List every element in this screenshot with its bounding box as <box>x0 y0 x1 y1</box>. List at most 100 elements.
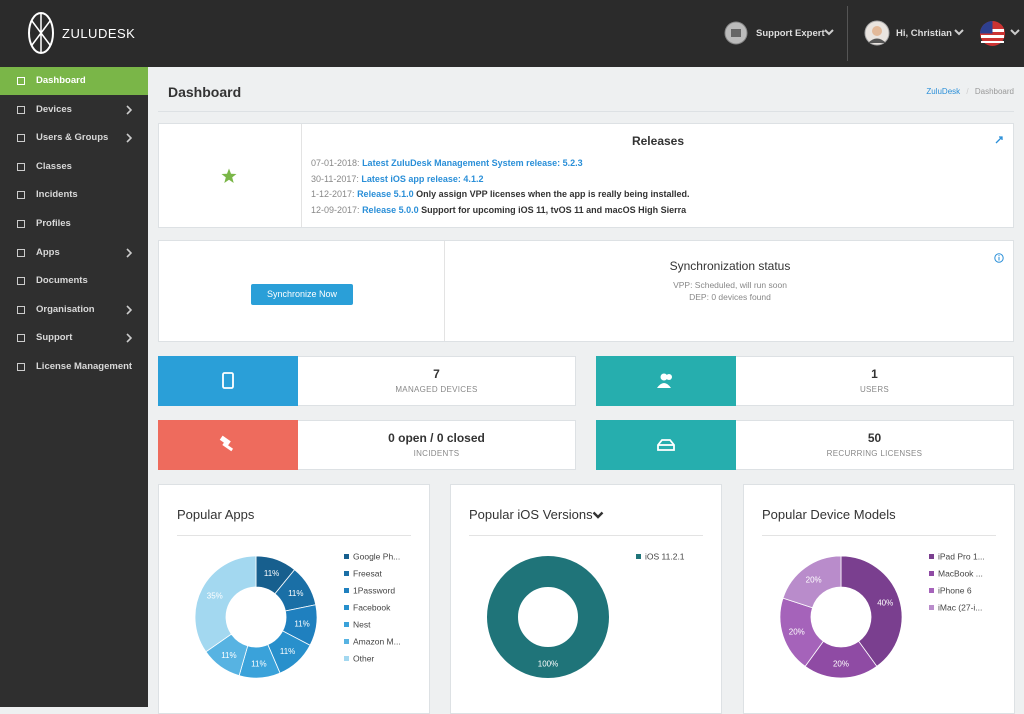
nav-icon <box>17 277 25 286</box>
release-text: Support for upcoming iOS 11, tvOS 11 and… <box>421 205 687 216</box>
release-link[interactable]: Release 5.1.0 <box>357 189 414 200</box>
stat-card: 0 open / 0 closed INCIDENTS <box>158 420 576 470</box>
nav-icon <box>17 220 25 228</box>
divider <box>301 124 302 227</box>
sync-title: Synchronization status <box>669 259 791 273</box>
dropdown-chevron[interactable] <box>592 511 604 520</box>
link-icon[interactable] <box>994 135 1004 145</box>
legend-swatch <box>636 554 641 559</box>
divider <box>847 6 848 61</box>
info-icon[interactable] <box>994 253 1004 263</box>
nav-icon <box>17 305 25 314</box>
flag[interactable] <box>979 20 1006 47</box>
logo <box>28 12 54 54</box>
slice-label: 40% <box>877 599 893 608</box>
donut-slice <box>840 555 903 667</box>
slice-label: 20% <box>789 627 805 636</box>
stat-icon <box>219 435 234 452</box>
chart-rule <box>469 535 703 536</box>
nav-item[interactable]: Apps <box>0 239 148 267</box>
support-menu[interactable]: Support Expert <box>756 28 825 39</box>
legend-swatch <box>344 639 349 644</box>
nav-item[interactable]: Dashboard <box>0 67 148 95</box>
legend-label: Nest <box>353 620 371 630</box>
stat-icon <box>222 372 234 389</box>
breadcrumb: ZuluDesk / Dashboard <box>926 87 1014 96</box>
slice-label: 11% <box>294 619 309 628</box>
slice-label: 35% <box>207 591 223 600</box>
nav-icon <box>17 334 25 343</box>
stat-value: 1 <box>871 367 878 381</box>
stat-icon-box <box>596 356 736 406</box>
nav-item[interactable]: Users & Groups <box>0 124 148 152</box>
stat-text: 0 open / 0 closed INCIDENTS <box>298 421 575 469</box>
slice-label: 20% <box>806 575 822 584</box>
release-item: 07-01-2018: Latest ZuluDesk Management S… <box>311 158 583 168</box>
legend-label: 1Password <box>353 586 395 596</box>
legend-swatch <box>344 605 349 610</box>
nav-label: Organisation <box>36 303 95 315</box>
release-date: 30-11-2017: <box>311 173 359 184</box>
stat-icon-box <box>158 356 298 406</box>
nav-arrow <box>126 105 132 115</box>
stat-label: RECURRING LICENSES <box>826 449 923 458</box>
stat-label: USERS <box>859 385 890 394</box>
legend-label: iPad Pro 1... <box>938 552 985 562</box>
nav-label: Apps <box>36 246 60 258</box>
nav-label: License Management <box>36 361 133 372</box>
stat-icon <box>657 373 672 388</box>
release-date: 1-12-2017: <box>311 189 355 200</box>
sync-button[interactable]: Synchronize Now <box>251 284 353 305</box>
legend-swatch <box>929 588 934 593</box>
nav-label: Dashboard <box>36 75 86 86</box>
nav-item[interactable]: Support <box>0 324 148 352</box>
nav-label: Profiles <box>36 218 71 229</box>
stat-text: 1 USERS <box>736 357 1013 405</box>
nav-item[interactable]: Organisation <box>0 296 148 324</box>
slice-label: 11% <box>264 569 279 578</box>
release-item: 1-12-2017: Release 5.1.0 Only assign VPP… <box>311 189 690 199</box>
stat-label: INCIDENTS <box>413 449 460 458</box>
stat-card: 50 RECURRING LICENSES <box>596 420 1014 470</box>
release-item: 12-09-2017: Release 5.0.0 Support for up… <box>311 205 686 215</box>
chart-panel: Popular Device Models 40% iPad Pro 1... 20%… <box>743 484 1015 714</box>
release-link[interactable]: Latest iOS app release: 4.1.2 <box>361 173 484 184</box>
donut-chart: 11% Google Ph... 11% Freesat 11% 1Password 11%… <box>194 552 401 679</box>
avatar[interactable] <box>864 20 890 46</box>
release-text: Only assign VPP licenses when the app is… <box>416 189 690 200</box>
release-date: 12-09-2017: <box>311 205 360 216</box>
donut-slice <box>487 556 609 678</box>
chart-panel: Popular iOS Versions 100% iOS 11.2.1 <box>450 484 722 714</box>
nav-item[interactable]: Incidents <box>0 181 148 209</box>
chevron <box>954 29 964 36</box>
chevron <box>1010 29 1020 36</box>
legend-swatch <box>929 571 934 576</box>
nav-item[interactable]: Documents <box>0 267 148 295</box>
nav-item[interactable]: License Management <box>0 353 148 381</box>
donut-slice <box>194 555 257 653</box>
breadcrumb-current: Dashboard <box>974 87 1014 96</box>
nav-label: Users & Groups <box>36 132 109 144</box>
nav-label: Classes <box>36 160 72 172</box>
legend-swatch <box>344 656 349 661</box>
divider <box>444 241 445 341</box>
releases-title: Releases <box>631 134 685 148</box>
star-icon <box>221 168 237 183</box>
nav-arrow <box>126 248 132 258</box>
release-link[interactable]: Release 5.0.0 <box>362 205 419 216</box>
release-link[interactable]: Latest ZuluDesk Management System releas… <box>362 158 583 168</box>
nav-item[interactable]: Profiles <box>0 210 148 238</box>
chevron <box>824 29 834 36</box>
legend-swatch <box>344 571 349 576</box>
support-icon[interactable] <box>724 21 748 45</box>
slice-label: 20% <box>833 660 849 669</box>
slice-label: 11% <box>251 659 266 668</box>
nav-icon <box>17 162 25 171</box>
user-menu[interactable]: Hi, Christian <box>896 28 952 39</box>
nav-item[interactable]: Classes <box>0 153 148 181</box>
stat-value: 7 <box>433 367 440 381</box>
breadcrumb-link[interactable]: ZuluDesk <box>926 87 961 96</box>
slice-label: 11% <box>280 647 295 656</box>
legend-label: iMac (27-i... <box>938 603 982 613</box>
nav-item[interactable]: Devices <box>0 96 148 124</box>
